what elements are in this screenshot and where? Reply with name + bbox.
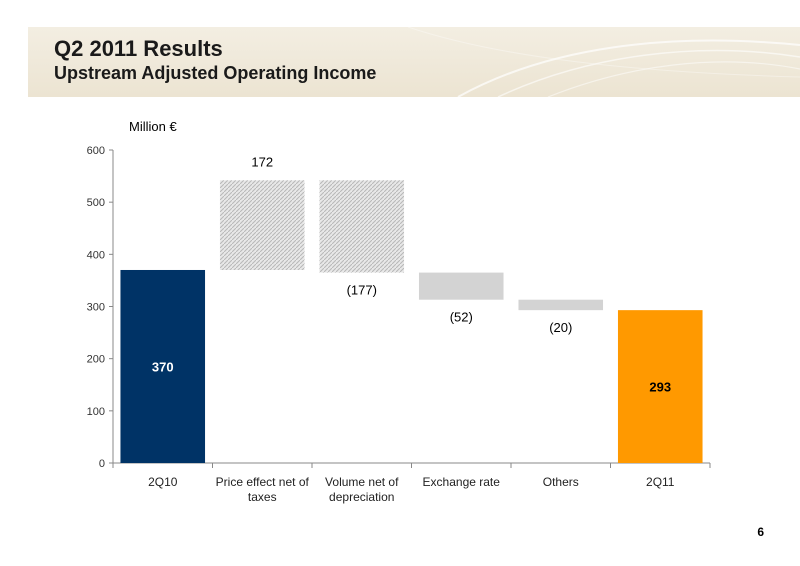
bar-6 (617, 310, 703, 463)
y-tick-label: 500 (87, 197, 105, 209)
category-label: 2Q10 (148, 475, 178, 489)
category-label: depreciation (329, 490, 394, 504)
page-number: 6 (757, 525, 764, 539)
y-tick-label: 600 (87, 145, 105, 157)
category-label: Others (543, 475, 579, 489)
category-label: taxes (248, 490, 277, 504)
data-label: 370 (152, 359, 174, 374)
bar-4 (418, 272, 504, 300)
category-label: Price effect net of (216, 475, 310, 489)
bar-3 (319, 180, 405, 273)
banner-decoration (407, 27, 800, 97)
category-label: Volume net of (325, 475, 399, 489)
title-banner (28, 27, 800, 97)
category-label: 2Q11 (646, 475, 675, 489)
slide-subtitle: Upstream Adjusted Operating Income (54, 63, 377, 83)
data-label: 293 (649, 380, 671, 395)
data-label: 172 (251, 154, 273, 169)
bar-2 (219, 180, 305, 270)
bar-1 (120, 269, 206, 463)
y-tick-label: 100 (87, 406, 105, 418)
y-tick-label: 0 (99, 458, 105, 470)
data-label: (20) (549, 320, 572, 335)
unit-label: Million € (129, 119, 177, 134)
y-tick-label: 300 (87, 302, 105, 314)
category-label: Exchange rate (423, 475, 501, 489)
bar-5 (518, 299, 604, 311)
data-label: (52) (450, 310, 473, 325)
data-label: (177) (347, 283, 377, 298)
y-tick-label: 200 (87, 354, 105, 366)
y-tick-label: 400 (87, 249, 105, 261)
slide-title: Q2 2011 Results (54, 36, 223, 61)
